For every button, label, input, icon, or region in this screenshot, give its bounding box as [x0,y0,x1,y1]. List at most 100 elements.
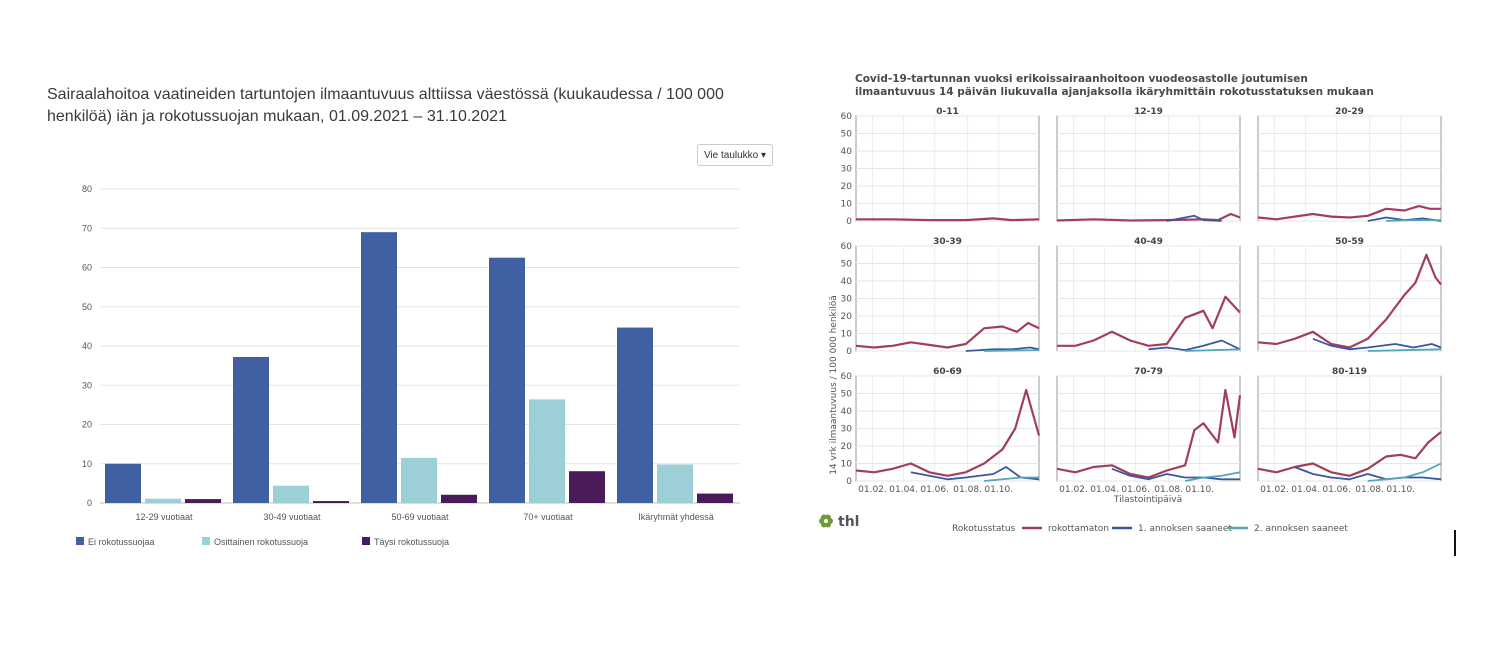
y-tick-label: 30 [82,380,92,390]
y-tick-label: 50 [82,302,92,312]
bar [529,399,565,503]
y-tick-label: 0 [846,217,852,227]
y-tick-label: 50 [841,390,853,400]
bar [401,457,437,503]
panel: 0-11 0 10 20 30 40 50 60 [841,107,1040,227]
series-line-rokottamaton [856,217,1040,222]
legend-label: 1. annoksen saaneet [1138,524,1232,534]
x-category-label: 12-29 vuotiaat [135,512,193,522]
x-tick-label: 01.10. [1386,485,1415,495]
x-tick-label: 01.10. [1185,485,1214,495]
x-tick-label: 01.06. [920,485,949,495]
legend-label: rokottamaton [1048,524,1109,534]
y-tick-label: 40 [841,147,853,157]
series-line-1-annoksen-saaneet [910,466,1040,481]
series-line-1-annoksen-saaneet [1312,337,1442,351]
y-tick-label: 60 [841,242,853,252]
logo-petal [825,514,831,521]
x-tick-label: 01.08. [953,485,982,495]
panel-label: 0-11 [936,107,959,117]
panel: 30-39 0 10 20 30 40 50 60 [841,237,1040,357]
y-tick-label: 30 [841,165,853,175]
series-line-2-annoksen-saaneet [1185,348,1241,352]
panel: 70-79 01.02. 01.04. 01.06. 01.08. 01.10. [1056,367,1242,495]
bar [441,494,477,503]
x-tick-label: 01.04. [889,485,918,495]
series-line-rokottamaton [1056,212,1241,222]
y-tick-label: 10 [841,330,853,340]
legend-label: Täysi rokotussuoja [374,537,449,547]
panel: 80-119 01.02. 01.04. 01.06. 01.08. 01.10. [1257,367,1442,495]
panel: 60-69 0 10 20 30 40 50 60 01.02. 01.04. 01.06. 01.0… [841,367,1041,495]
series-line-rokottamaton [855,321,1040,349]
series-line-rokottamaton [855,388,1041,477]
x-tick-label: 01.04. [1090,485,1119,495]
y-tick-label: 0 [846,477,852,487]
bar [617,327,653,503]
panel: 20-29 [1257,107,1442,222]
y-tick-label: 10 [82,459,92,469]
x-tick-label: 01.06. [1322,485,1351,495]
right-chart-title-line1: Covid-19-tartunnan vuoksi erikoissairaan… [855,73,1308,85]
panel-label: 50-59 [1335,237,1364,247]
legend-swatch [202,537,210,545]
y-tick-label: 10 [841,200,853,210]
panel-label: 60-69 [933,367,962,377]
panel-label: 12-19 [1134,107,1163,117]
series-line-1-annoksen-saaneet [1166,214,1222,222]
series-line-1-annoksen-saaneet [1111,467,1240,481]
panel: 12-19 [1056,107,1241,222]
x-category-label: 70+ vuotiaat [523,512,573,522]
x-tick-label: 01.02. [858,485,887,495]
x-tick-label: 01.02. [1059,485,1088,495]
panel: 40-49 [1056,237,1241,352]
series-line-2-annoksen-saaneet [1367,348,1442,352]
bar [361,232,397,504]
y-tick-label: 50 [841,130,853,140]
y-tick-label: 60 [841,112,853,122]
series-line-2-annoksen-saaneet [1367,462,1442,482]
y-tick-label: 40 [841,277,853,287]
logo-center [824,519,828,523]
panel-label: 40-49 [1134,237,1163,247]
panel: 50-59 [1257,237,1442,352]
y-tick-label: 0 [87,498,92,508]
y-tick-label: 60 [841,372,853,382]
legend-label: 2. annoksen saaneet [1254,524,1348,534]
series-line-rokottamaton [1257,205,1441,221]
panel-label: 30-39 [933,237,962,247]
y-tick-label: 20 [841,182,853,192]
legend-swatch [76,537,84,545]
x-tick-label: 01.02. [1260,485,1289,495]
series-line-rokottamaton [1057,295,1241,347]
logo-text: thl [838,514,859,530]
right-chart-title-line2: ilmaantuvuus 14 päivän liukuvalla ajanja… [855,86,1374,98]
x-tick-label: 01.10. [984,485,1013,495]
y-tick-label: 10 [841,460,853,470]
x-tick-label: 01.06. [1121,485,1150,495]
legend-label: Ei rokotussuojaa [88,537,155,547]
y-tick-label: 40 [841,407,853,417]
bar [105,463,141,503]
series-line-rokottamaton [1257,253,1442,349]
bar [233,356,269,503]
x-axis-label: Tilastointipäivä [1113,495,1182,505]
y-tick-label: 20 [841,442,853,452]
series-line-2-annoksen-saaneet [984,349,1040,352]
y-tick-label: 20 [82,420,92,430]
series-line-2-annoksen-saaneet [1386,219,1441,222]
export-table-button[interactable]: Vie taulukko ▾ [697,144,773,166]
x-category-label: 30-49 vuotiaat [263,512,321,522]
y-axis-label: 14 vrk ilmaantuvuus / 100 000 henkilöä [829,295,839,475]
series-line-2-annoksen-saaneet [1184,471,1241,482]
y-tick-label: 80 [82,184,92,194]
left-chart-title: Sairaalahoitoa vaatineiden tartuntojen i… [47,86,724,125]
bar [185,499,221,503]
series-line-1-annoksen-saaneet [1148,339,1241,351]
series-line-rokottamaton [1056,388,1242,479]
y-tick-label: 0 [846,347,852,357]
y-tick-label: 70 [82,223,92,233]
panel-label: 70-79 [1134,367,1163,377]
bar [313,501,349,503]
